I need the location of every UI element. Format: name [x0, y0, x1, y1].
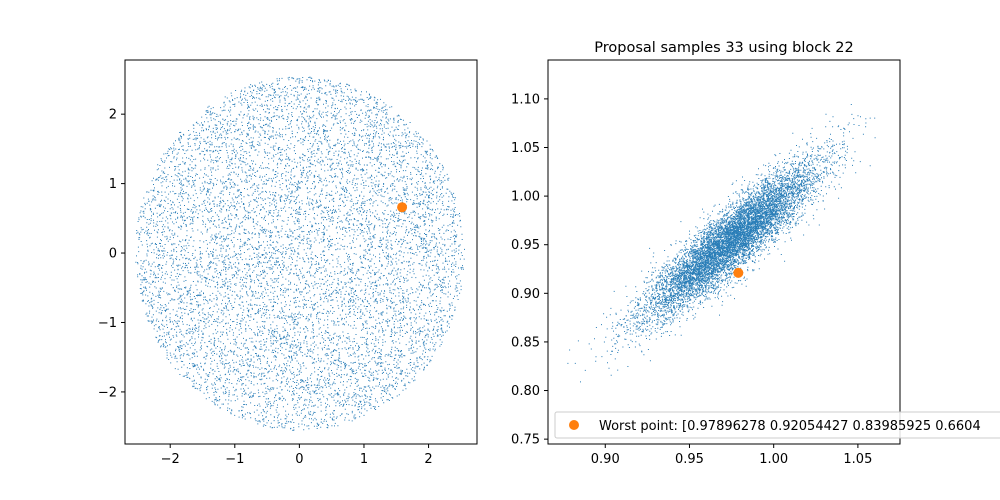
- left-x-tick-label: −1: [225, 452, 244, 467]
- right-y-tick-label: 0.80: [511, 384, 540, 399]
- left-x-tick-label: 0: [295, 452, 303, 467]
- right-y-tick-label: 1.10: [511, 92, 540, 107]
- right-y-tick-label: 0.85: [511, 335, 540, 350]
- left-x-tick-label: 2: [424, 452, 432, 467]
- right-x-ticks: 0.90 0.95 1.00 1.05: [591, 444, 872, 467]
- legend-box: [554, 411, 1000, 439]
- right-axes-frame: [547, 59, 901, 445]
- legend: Worst point: [0.97896278 0.92054427 0.83…: [554, 411, 1000, 439]
- left-plot: −2 −1 0 1 2 −2 −1 0 1 2: [98, 59, 478, 467]
- legend-label-worst-point: Worst point: [0.97896278 0.92054427 0.83…: [599, 419, 981, 434]
- left-y-ticks: −2 −1 0 1 2: [98, 108, 125, 400]
- right-plot: Proposal samples 33 using block 22 0.90 0…: [511, 40, 1000, 467]
- left-axes-frame: [124, 59, 478, 445]
- left-y-tick-label: −1: [98, 316, 117, 331]
- right-y-ticks: 0.75 0.80 0.85 0.90 0.95 1.00 1.05 1.10: [511, 92, 548, 448]
- right-x-tick-label: 0.90: [591, 452, 620, 467]
- left-worst-point: [397, 202, 408, 213]
- right-worst-point: [733, 267, 744, 278]
- right-y-tick-label: 1.05: [511, 141, 540, 156]
- right-x-tick-label: 0.95: [675, 452, 704, 467]
- right-highlight-layer: [733, 267, 744, 278]
- right-x-tick-label: 1.05: [843, 452, 872, 467]
- right-plot-title: Proposal samples 33 using block 22: [594, 40, 853, 56]
- left-highlight-layer: [397, 202, 408, 213]
- left-y-tick-label: 2: [109, 108, 117, 123]
- right-samples: [567, 104, 876, 383]
- right-y-tick-label: 0.75: [511, 433, 540, 448]
- left-y-tick-label: 1: [109, 177, 117, 192]
- left-samples: [135, 76, 465, 431]
- left-x-tick-label: −2: [161, 452, 180, 467]
- right-y-tick-label: 1.00: [511, 190, 540, 205]
- left-sample-points: [135, 76, 465, 431]
- legend-marker-worst-point: [569, 420, 579, 430]
- left-y-tick-label: −2: [98, 385, 117, 400]
- right-y-tick-label: 0.90: [511, 287, 540, 302]
- right-sample-points: [567, 104, 876, 383]
- left-x-ticks: −2 −1 0 1 2: [161, 444, 433, 467]
- left-y-tick-label: 0: [109, 247, 117, 262]
- right-x-tick-label: 1.00: [759, 452, 788, 467]
- left-x-tick-label: 1: [360, 452, 368, 467]
- right-y-tick-label: 0.95: [511, 238, 540, 253]
